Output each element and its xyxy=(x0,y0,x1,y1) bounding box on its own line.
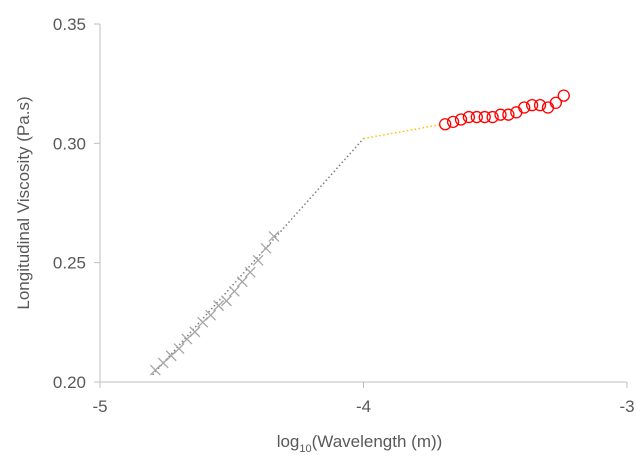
y-tick-label: 0.35 xyxy=(53,15,86,34)
trend-lines xyxy=(152,123,443,376)
data-point-cross xyxy=(252,254,264,266)
data-point-cross xyxy=(213,300,225,312)
data-point-circle xyxy=(557,89,570,102)
data-markers xyxy=(149,89,570,376)
data-point-cross xyxy=(228,285,240,297)
data-point-circle xyxy=(525,98,539,112)
y-tick-label: 0.30 xyxy=(53,134,86,153)
data-point-circle xyxy=(470,110,483,124)
data-point-cross xyxy=(260,242,272,254)
y-tick-labels: 0.20 0.25 0.30 0.35 xyxy=(53,15,100,392)
trend-line-2 xyxy=(363,123,443,140)
data-point-circle xyxy=(502,108,515,121)
data-point-circle xyxy=(533,98,547,112)
y-axis-title: Longitudinal Viscosity (Pa.s) xyxy=(14,96,33,309)
data-point-cross xyxy=(189,326,201,338)
data-point-cross xyxy=(268,230,280,242)
data-point-cross xyxy=(221,295,232,307)
data-point-circle xyxy=(478,110,491,124)
data-point-circle xyxy=(486,110,499,124)
data-point-circle xyxy=(541,101,555,114)
data-point-circle xyxy=(510,106,523,119)
x-tick-label: -3 xyxy=(619,397,634,416)
x-axis-title-subscript: 10 xyxy=(299,443,311,455)
trend-line-1 xyxy=(152,138,365,376)
x-axis-title-main: log xyxy=(277,432,300,451)
data-point-cross xyxy=(173,343,185,355)
data-point-circle xyxy=(549,96,563,109)
x-axis-title-rest: (Wavelength (m)) xyxy=(312,432,443,451)
data-point-circle xyxy=(462,110,476,124)
data-point-circle xyxy=(494,108,507,121)
x-tick-label: -4 xyxy=(356,397,371,416)
x-axis-title: log10(Wavelength (m)) xyxy=(277,432,443,455)
data-point-circle xyxy=(518,101,531,114)
data-point-cross xyxy=(244,266,256,278)
data-point-cross xyxy=(205,309,217,321)
y-tick-label: 0.25 xyxy=(53,254,86,273)
y-tick-label: 0.20 xyxy=(53,373,86,392)
x-tick-label: -5 xyxy=(92,397,107,416)
plot-area: 0.20 0.25 0.30 0.35 -5 -4 -3 xyxy=(53,15,635,416)
x-tick-labels: -5 -4 -3 xyxy=(92,382,635,416)
data-point-circle xyxy=(454,113,468,126)
data-point-cross xyxy=(236,276,248,288)
data-point-circle xyxy=(446,115,460,129)
data-point-circle xyxy=(439,118,452,131)
